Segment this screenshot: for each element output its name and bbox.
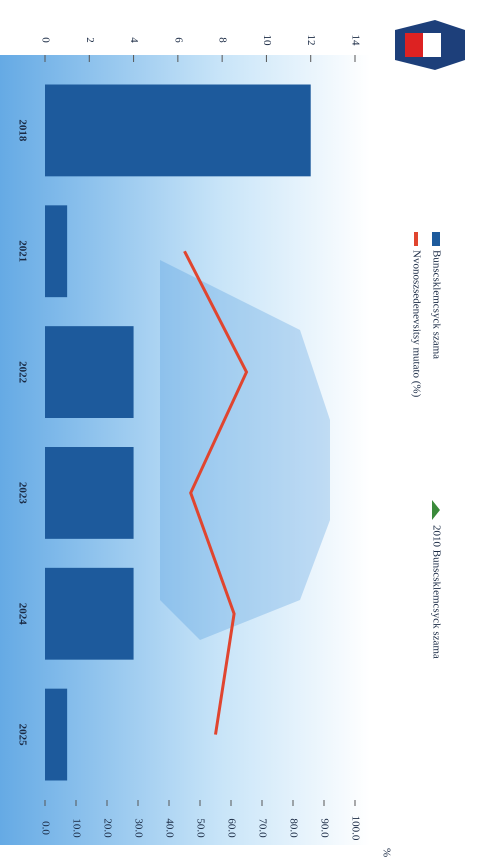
y-tick-label: 0 — [39, 37, 51, 43]
y2-tick-label: 20.0 — [101, 818, 113, 838]
y2-tick-label: 0.0 — [39, 821, 51, 835]
legend-note: 2010 Bunscsklemcsyck szama — [430, 525, 442, 659]
x-tick-label: 2022 — [16, 361, 28, 384]
legend-label: Nvonoszsedenevsitsy mutato (%) — [410, 250, 422, 398]
y2-axis-label: % — [380, 848, 392, 857]
legend-swatch — [414, 232, 418, 246]
bar — [45, 205, 68, 298]
y2-tick-label: 90.0 — [318, 818, 330, 838]
bar — [45, 567, 134, 660]
y2-tick-label: 70.0 — [256, 818, 268, 838]
y2-tick-label: 80.0 — [287, 818, 299, 838]
bar — [45, 688, 68, 781]
y2-tick-label: 60.0 — [225, 818, 237, 838]
flag-icon — [395, 20, 465, 70]
y-tick-label: 2 — [84, 37, 96, 43]
legend-swatch — [432, 500, 440, 520]
legend-label: Bunscsklemcsyck szama — [430, 250, 442, 359]
y-tick-label: 6 — [172, 37, 184, 43]
y-tick-label: 14 — [349, 35, 361, 47]
x-tick-label: 2024 — [16, 603, 28, 626]
bar — [45, 326, 134, 418]
y2-tick-label: 50.0 — [194, 818, 206, 838]
x-tick-label: 2018 — [16, 119, 28, 142]
x-tick-label: 2025 — [16, 724, 28, 747]
background-shape — [160, 260, 330, 640]
bar — [45, 447, 134, 539]
y-tick-label: 12 — [305, 35, 317, 46]
bar — [45, 84, 311, 177]
legend: Bunscsklemcsyck szama Nvonoszsedenevsits… — [410, 232, 442, 659]
legend-swatch — [432, 232, 440, 246]
line — [183, 250, 249, 735]
x-tick-label: 2021 — [16, 240, 28, 262]
y-tick-label: 4 — [128, 37, 140, 43]
y-tick-label: 8 — [217, 37, 229, 43]
y2-tick-label: 100.0 — [349, 816, 361, 841]
y2-tick-label: 10.0 — [70, 818, 82, 838]
y2-tick-label: 30.0 — [132, 818, 144, 838]
y-tick-label: 10 — [261, 35, 273, 47]
y2-tick-label: 40.0 — [163, 818, 175, 838]
x-tick-label: 2023 — [16, 482, 28, 505]
